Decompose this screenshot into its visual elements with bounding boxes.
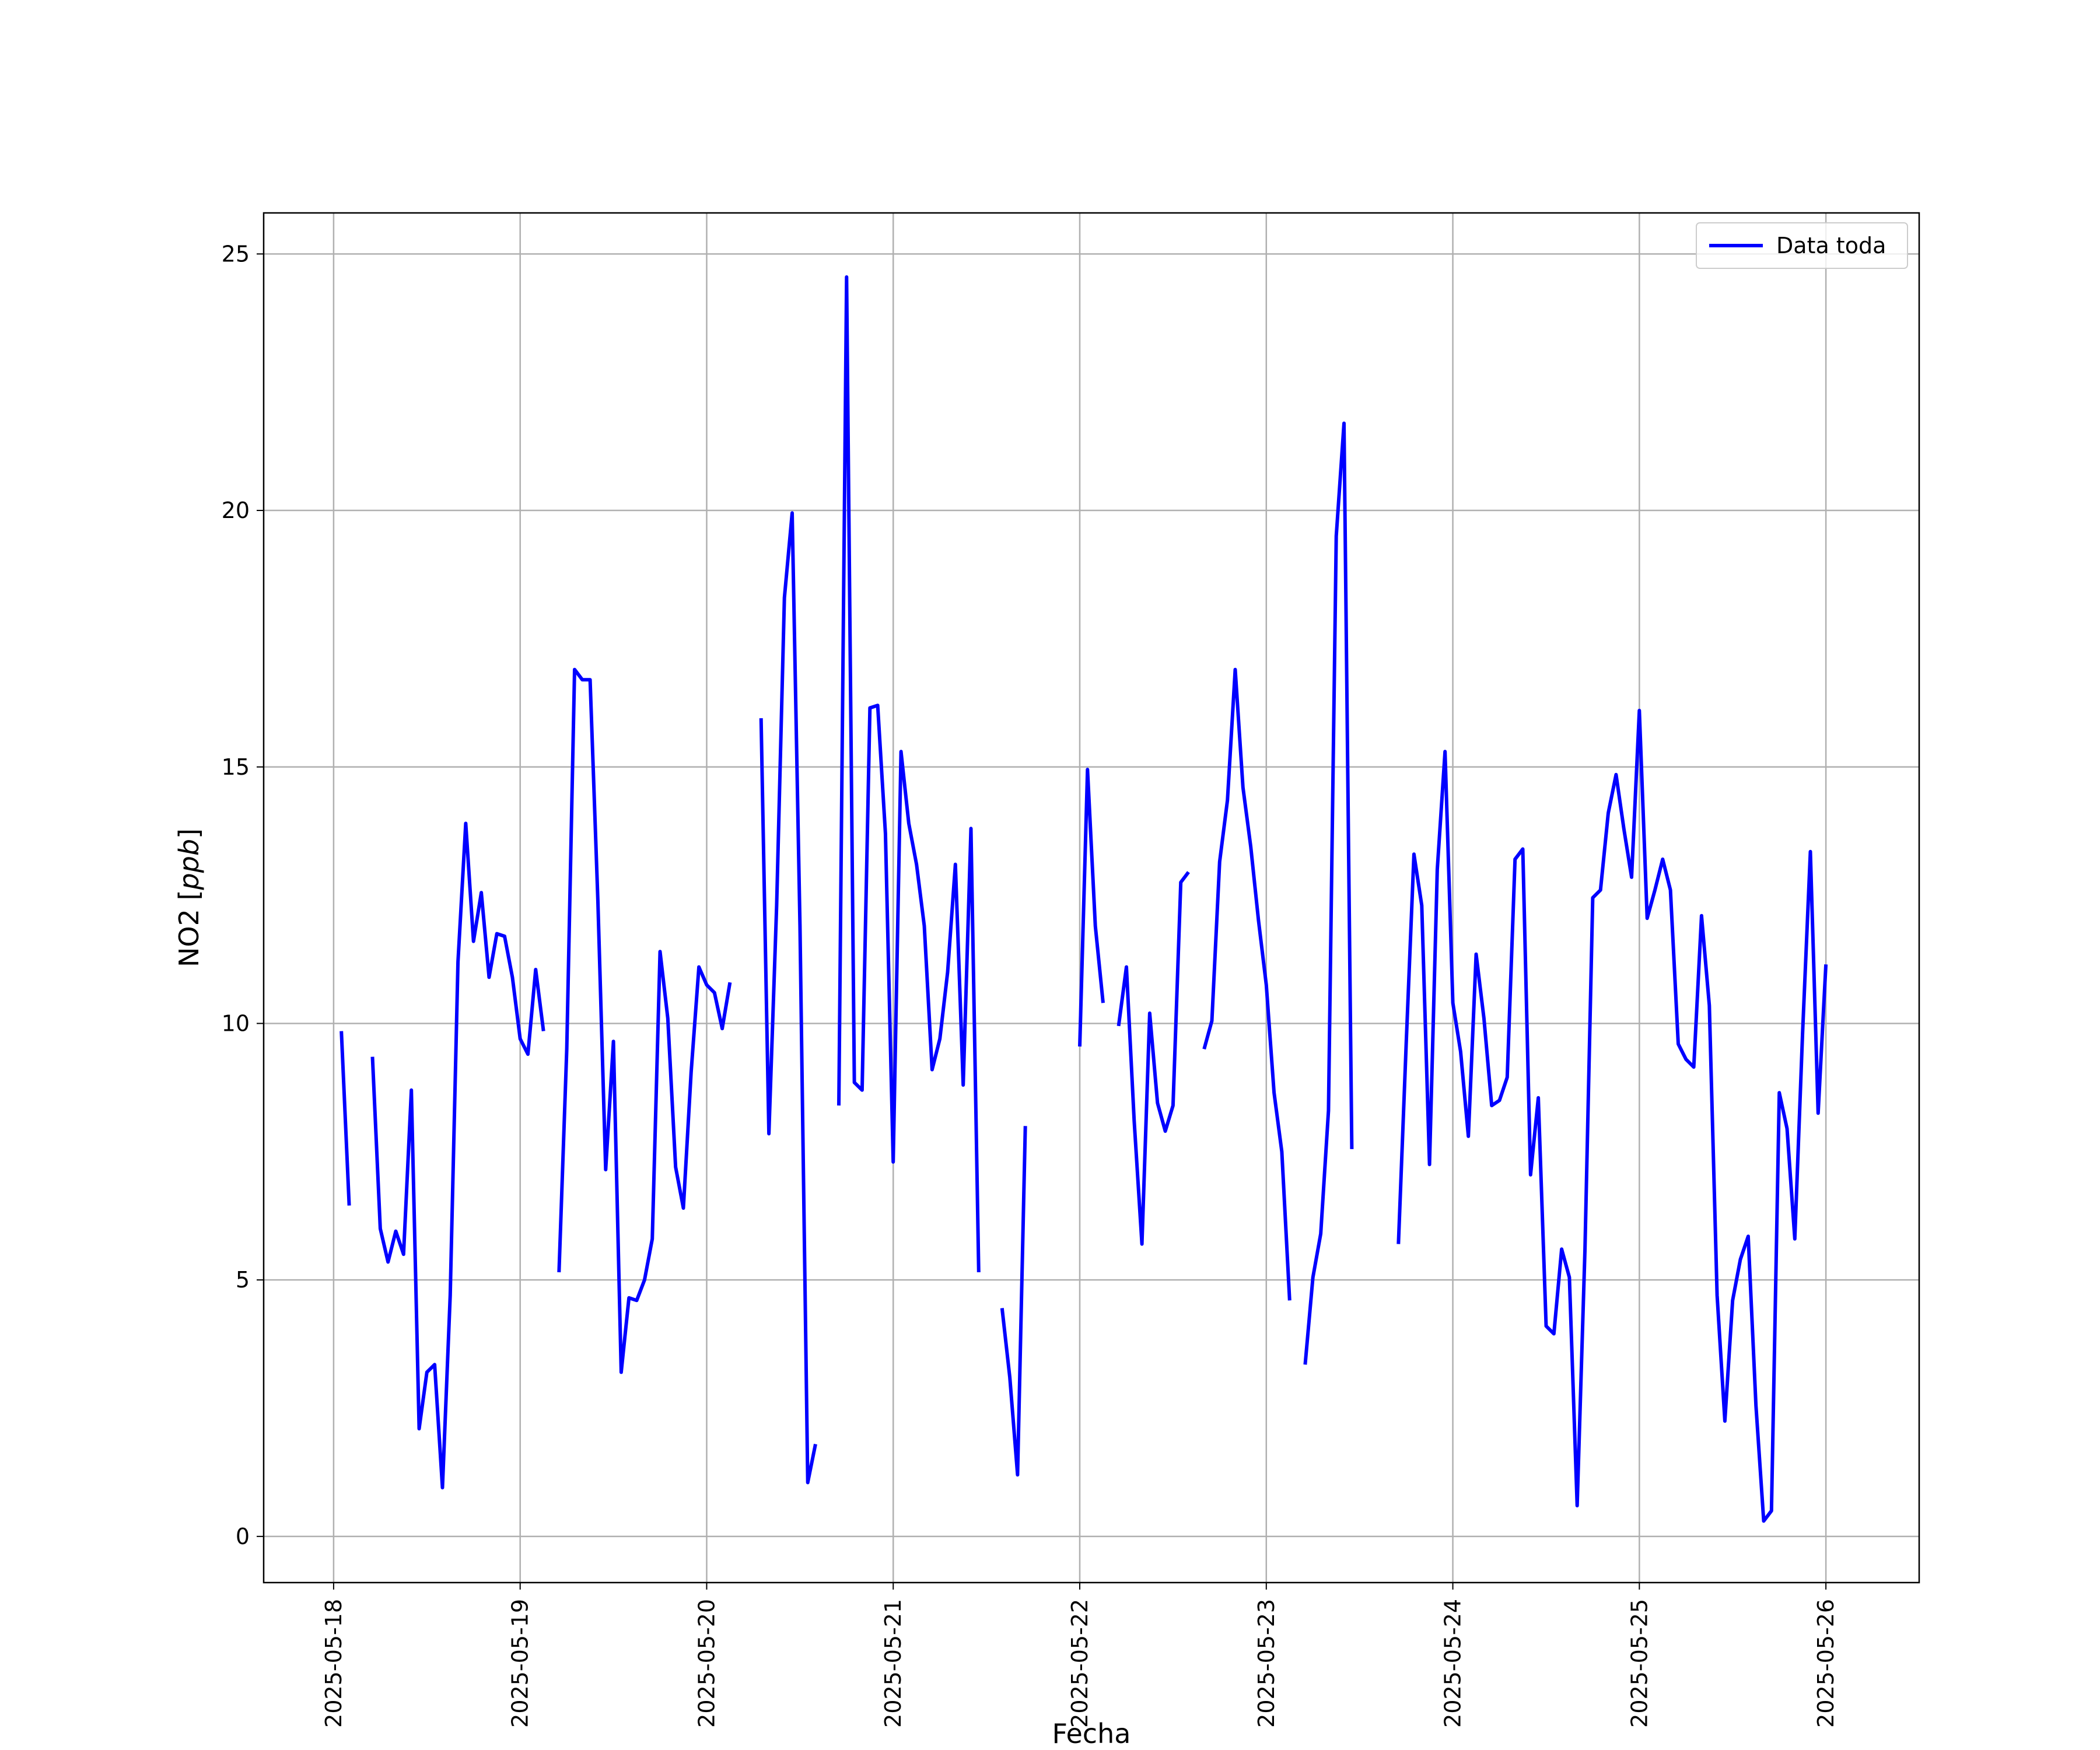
- series-line-segment: [370, 821, 545, 1490]
- legend-label: Data toda: [1776, 233, 1886, 258]
- x-tick-label: 2025-05-25: [1626, 1599, 1652, 1728]
- y-tick-label: 5: [236, 1267, 250, 1293]
- x-tick-label: 2025-05-23: [1254, 1599, 1279, 1728]
- x-tick-label: 2025-05-22: [1067, 1599, 1093, 1728]
- x-tick-label: 2025-05-26: [1813, 1599, 1839, 1728]
- y-tick-label: 15: [222, 754, 250, 780]
- series-line-segment: [1000, 1126, 1027, 1477]
- y-axis-ticks: 0 5 10 15 20 25: [222, 241, 264, 1549]
- y-tick-label: 10: [222, 1010, 250, 1036]
- legend-box: [1696, 222, 1908, 269]
- series-line-segment: [837, 275, 981, 1273]
- y-tick-label: 20: [222, 498, 250, 523]
- legend: Data toda: [1696, 222, 1908, 269]
- series-line-segment: [1116, 871, 1190, 1246]
- x-tick-label: 2025-05-19: [508, 1599, 533, 1728]
- series-line-segment: [557, 667, 732, 1374]
- y-axis-label-main: NO2 [: [173, 890, 205, 967]
- x-axis-ticks: 2025-05-18 2025-05-19 2025-05-20 2025-05-21…: [321, 1583, 1839, 1728]
- x-tick-label: 2025-05-21: [880, 1599, 906, 1728]
- x-tick-label: 2025-05-18: [321, 1599, 346, 1728]
- y-tick-label: 25: [222, 241, 250, 267]
- series-line-segment: [759, 511, 817, 1485]
- y-axis-label-close: ]: [173, 828, 205, 839]
- series-layer: [340, 275, 1828, 1523]
- grid-lines: [264, 213, 1919, 1583]
- plot-frame: [262, 212, 1920, 1584]
- x-tick-label: 2025-05-24: [1440, 1599, 1466, 1728]
- x-axis-label: Fecha: [1052, 1718, 1131, 1749]
- series-line-segment: [1078, 768, 1105, 1047]
- series-line-segment: [1202, 667, 1292, 1301]
- series-line-segment: [1303, 421, 1354, 1365]
- y-axis-label: NO2 [ppb]: [173, 828, 205, 967]
- x-tick-label: 2025-05-20: [694, 1599, 719, 1728]
- y-tick-label: 0: [236, 1524, 250, 1549]
- y-axis-label-unit: ppb: [173, 839, 205, 891]
- series-line-segment: [340, 1031, 351, 1206]
- series-line-segment: [1396, 709, 1828, 1523]
